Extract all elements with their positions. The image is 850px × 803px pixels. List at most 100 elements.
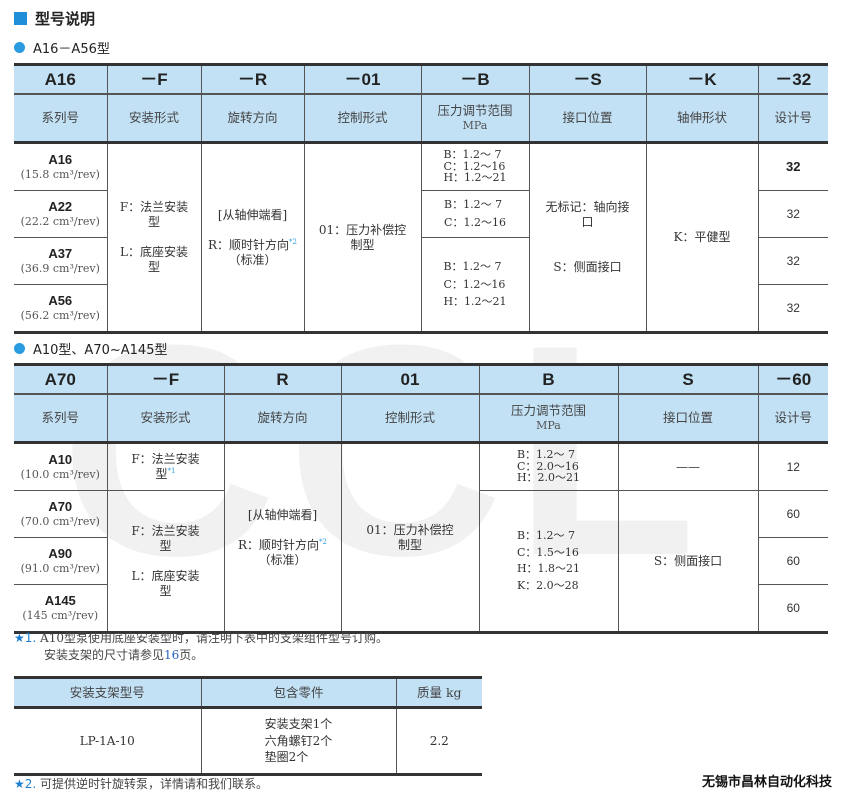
footnote-1-line2-end: 页。 bbox=[179, 648, 204, 662]
part-item: 六角螺钉2个 bbox=[264, 733, 333, 748]
label-cell: 系列号 bbox=[14, 394, 108, 444]
label-cell: 旋转方向 bbox=[223, 394, 342, 444]
rotation-standard: （标准） bbox=[228, 252, 277, 267]
rotation-r-text: R：顺时针方向 bbox=[237, 537, 320, 552]
code-cell: S bbox=[617, 364, 759, 395]
pressure-cell: B：1.2～ 7 C：1.2～16 H：1.2～21 bbox=[420, 237, 530, 333]
bracket-model: LP-1A-10 bbox=[14, 707, 202, 775]
pressure-unit: MPa bbox=[462, 118, 488, 132]
design-cell: 32 bbox=[757, 237, 828, 285]
pressure-line: B：1.2～ 7 bbox=[516, 447, 576, 461]
port-cell: S：侧面接口 bbox=[617, 490, 759, 633]
code-cell: －S bbox=[528, 64, 647, 95]
note-ref: *2 bbox=[319, 537, 327, 546]
footnote-2: ★2. 可提供逆时针旋转泵，详情请和我们联系。 bbox=[14, 775, 268, 792]
code-cell: －R bbox=[200, 64, 305, 95]
table-row: A90 (91.0 cm³/rev) 60 bbox=[14, 537, 828, 585]
header-cell: 质量 kg bbox=[395, 677, 482, 709]
port-none: 无标记：轴向接口 bbox=[545, 200, 630, 229]
rotation-cell: [从轴伸端看] R：顺时针方向*2 （标准） bbox=[223, 442, 342, 633]
parts-cell: 安装支架1个 六角螺钉2个 垫圈2个 bbox=[200, 707, 397, 775]
table-row: A16 (15.8 cm³/rev) F：法兰安装型 L：底座安装型 [从轴伸端看]… bbox=[14, 142, 828, 333]
pressure-line: C：1.5～16 bbox=[516, 545, 579, 559]
square-bullet-icon bbox=[14, 12, 27, 25]
mount-f: F：法兰安装型 bbox=[131, 523, 200, 553]
shaft-cell: K：平健型 bbox=[645, 142, 759, 333]
design-cell: 32 bbox=[757, 190, 828, 238]
model-table-a16-a56: A16 －F －R －01 －B －S －K －32 系列号 安装形式 旋转方向… bbox=[14, 63, 828, 334]
rotation-r: R：顺时针方向*2 bbox=[225, 538, 341, 553]
series-cell: A22 (22.2 cm³/rev) bbox=[14, 190, 108, 238]
page-title: 型号说明 bbox=[14, 8, 95, 29]
pressure-line: C：1.2～16 bbox=[443, 277, 506, 291]
table-row: A10 (10.0 cm³/rev) F：法兰安装型*1 [从轴伸端看] R：顺时针… bbox=[14, 442, 828, 633]
mount-l: L：底座安装型 bbox=[131, 568, 200, 598]
rotation-r-text: R：顺时针方向 bbox=[207, 237, 290, 252]
section1-heading-text: A16－A56型 bbox=[33, 42, 110, 57]
label-cell: 安装形式 bbox=[106, 394, 225, 444]
section2-heading-text: A10型、A70~A145型 bbox=[33, 343, 168, 358]
pressure-line: C：1.2～16 bbox=[444, 216, 506, 229]
series-name: A37 bbox=[48, 246, 73, 261]
mount-cell: F：法兰安装型 L：底座安装型 bbox=[106, 490, 225, 633]
section2-heading: A10型、A70~A145型 bbox=[14, 339, 167, 358]
series-cell: A90 (91.0 cm³/rev) bbox=[14, 537, 108, 585]
part-item: 垫圈2个 bbox=[264, 750, 309, 765]
series-name: A145 bbox=[44, 593, 76, 608]
header-cell: 包含零件 bbox=[200, 677, 397, 709]
label-cell: 压力调节范围 MPa bbox=[478, 394, 619, 444]
series-name: A16 bbox=[48, 152, 73, 167]
footnote-1-line2: 安装支架的尺寸请参见 bbox=[44, 648, 165, 662]
header-cell: 安装支架型号 bbox=[14, 677, 202, 709]
series-displacement: (36.9 cm³/rev) bbox=[20, 262, 100, 276]
design-cell: 12 bbox=[757, 442, 828, 491]
star-icon: ★1. bbox=[14, 631, 37, 645]
series-name: A10 bbox=[48, 452, 73, 467]
title-text: 型号说明 bbox=[35, 10, 96, 28]
circle-bullet-icon bbox=[14, 42, 25, 53]
port-cell: —— bbox=[617, 442, 759, 491]
series-displacement: (15.8 cm³/rev) bbox=[20, 168, 100, 182]
pressure-cell: B：1.2～ 7 C：1.5～16 H：1.8～21 K：2.0～28 bbox=[478, 490, 619, 633]
label-cell: 压力调节范围 MPa bbox=[420, 94, 530, 144]
series-name: A70 bbox=[48, 499, 73, 514]
pressure-cell: B：1.2～ 7 C：2.0～16 H：2.0～21 bbox=[478, 442, 619, 491]
star-icon: ★2. bbox=[14, 777, 37, 791]
rotation-cell: [从轴伸端看] R：顺时针方向*2 （标准） bbox=[200, 142, 305, 333]
code-cell: －F bbox=[106, 364, 225, 395]
circle-bullet-icon bbox=[14, 343, 25, 354]
label-cell: 接口位置 bbox=[617, 394, 759, 444]
mount-cell: F：法兰安装型 L：底座安装型 bbox=[106, 142, 202, 333]
series-cell: A37 (36.9 cm³/rev) bbox=[14, 237, 108, 285]
section1-heading: A16－A56型 bbox=[14, 38, 110, 57]
port-cell: 无标记：轴向接口 S：侧面接口 bbox=[528, 142, 647, 333]
mount-f: F：法兰安装型 bbox=[119, 200, 189, 229]
pressure-line: B：1.2～ 7 bbox=[444, 198, 503, 212]
footnote-1: ★1. A10型泵使用底座安装型时，请注明下表中的支架组件型号订购。 安装支架的… bbox=[14, 629, 388, 663]
pressure-cell: B：1.2～ 7 C：1.2～16 H：1.2～21 bbox=[420, 142, 530, 191]
series-name: A90 bbox=[48, 546, 73, 561]
rotation-view: [从轴伸端看] bbox=[247, 507, 318, 522]
header-row: 安装支架型号 包含零件 质量 kg bbox=[14, 677, 482, 709]
pressure-line: C：1.2～16 bbox=[443, 159, 506, 173]
rotation-r: R：顺时针方向*2 bbox=[202, 238, 304, 253]
label-cell: 设计号 bbox=[757, 94, 828, 144]
series-displacement: (91.0 cm³/rev) bbox=[20, 562, 100, 576]
series-displacement: (22.2 cm³/rev) bbox=[20, 215, 100, 229]
design-cell: 60 bbox=[757, 584, 828, 633]
code-cell: －B bbox=[420, 64, 530, 95]
table-row: LP-1A-10 安装支架1个 六角螺钉2个 垫圈2个 2.2 bbox=[14, 707, 482, 775]
rotation-standard: （标准） bbox=[258, 552, 307, 567]
page-link[interactable]: 16 bbox=[164, 648, 180, 662]
mass-cell: 2.2 bbox=[395, 707, 482, 775]
company-name: 无锡市昌林自动化科技 bbox=[701, 775, 832, 790]
pressure-line: H：1.2～21 bbox=[443, 171, 507, 185]
pressure-unit: MPa bbox=[536, 418, 561, 432]
table-row: A145 (145 cm³/rev) 60 bbox=[14, 584, 828, 633]
code-cell: A16 bbox=[14, 64, 108, 95]
footnote-2-text: 可提供逆时针旋转泵，详情请和我们联系。 bbox=[40, 777, 269, 791]
design-cell: 60 bbox=[757, 490, 828, 538]
table-row: A70 (70.0 cm³/rev) F：法兰安装型 L：底座安装型 B：1.2～ … bbox=[14, 490, 828, 633]
pressure-line: K：2.0～28 bbox=[516, 578, 579, 592]
series-displacement: (56.2 cm³/rev) bbox=[20, 309, 100, 323]
